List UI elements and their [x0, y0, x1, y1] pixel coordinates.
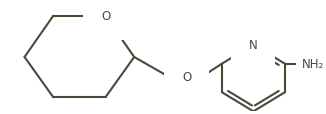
Text: O: O	[101, 10, 110, 23]
Text: O: O	[182, 70, 191, 83]
Text: NH₂: NH₂	[302, 58, 324, 71]
Text: N: N	[249, 39, 258, 52]
